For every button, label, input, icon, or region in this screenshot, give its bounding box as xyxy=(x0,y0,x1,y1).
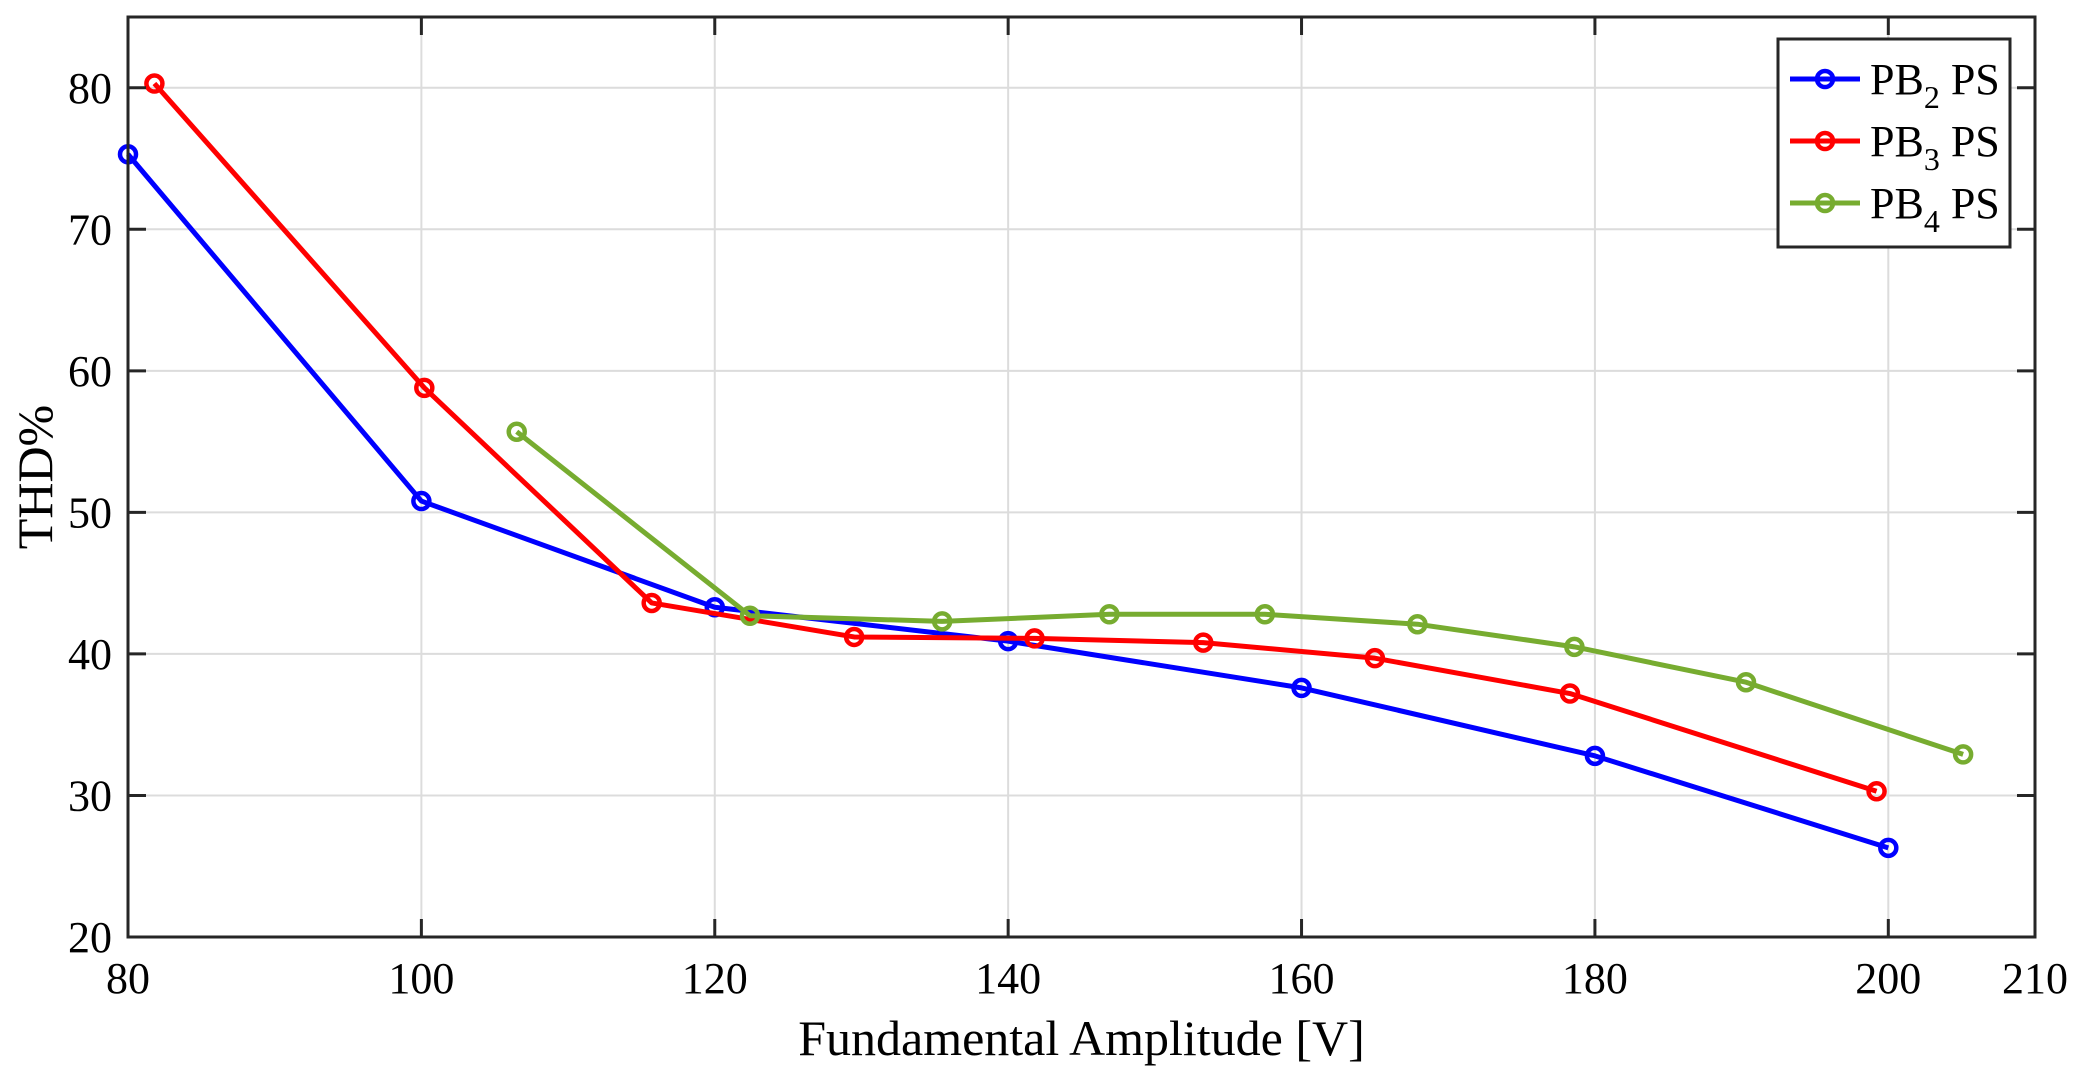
y-tick-label: 60 xyxy=(68,347,112,396)
data-point xyxy=(1099,604,1120,625)
data-point xyxy=(1291,677,1312,699)
series-line xyxy=(515,429,1964,757)
axis-ticks xyxy=(126,17,2037,939)
legend-entry: PB4 PS xyxy=(1790,179,2000,239)
y-tick-label: 40 xyxy=(68,630,112,679)
y-axis-label: THD% xyxy=(7,405,63,549)
data-point xyxy=(1584,745,1606,767)
data-point xyxy=(739,605,761,626)
legend-label: PB3 PS xyxy=(1870,117,2000,177)
legend-label: PB4 PS xyxy=(1870,179,2000,239)
data-point xyxy=(1254,604,1276,625)
data-point xyxy=(1559,683,1581,704)
legend-marker xyxy=(1814,130,1836,152)
data-point xyxy=(931,611,953,632)
x-tick-label: 120 xyxy=(682,954,748,1003)
series-3 xyxy=(506,421,1974,765)
x-tick-label: 160 xyxy=(1269,954,1335,1003)
plot-frame xyxy=(126,15,2037,939)
x-tick-label: 140 xyxy=(975,954,1041,1003)
data-point xyxy=(144,73,165,94)
tick-labels: 80 100 120 140 160 180 200 210 20 30 40 50 60 70 80 xyxy=(68,64,2068,1003)
x-tick-label: 200 xyxy=(1855,954,1921,1003)
y-tick-label: 80 xyxy=(68,64,112,113)
data-point xyxy=(506,421,527,442)
y-tick-label: 70 xyxy=(68,205,112,254)
series-layer xyxy=(117,73,1974,859)
legend-marker xyxy=(1814,68,1836,90)
x-axis-label: Fundamental Amplitude [V] xyxy=(798,1010,1365,1066)
data-point xyxy=(1866,780,1887,802)
data-point xyxy=(411,490,432,512)
legend-label: PB2 PS xyxy=(1870,55,2000,115)
legend-marker xyxy=(1814,192,1836,214)
y-tick-label: 50 xyxy=(68,488,112,537)
data-point xyxy=(1735,671,1757,693)
data-point xyxy=(641,592,662,614)
data-point xyxy=(1193,632,1214,653)
series-line xyxy=(152,81,1878,794)
data-point xyxy=(1878,837,1899,859)
data-point xyxy=(1564,636,1585,658)
x-tick-label: 100 xyxy=(388,954,454,1003)
data-point xyxy=(1364,647,1386,669)
data-point xyxy=(1024,628,1045,649)
legend-entry: PB2 PS xyxy=(1790,55,2000,115)
data-point xyxy=(1407,613,1428,635)
series-2 xyxy=(144,73,1887,802)
y-tick-label: 20 xyxy=(68,913,112,962)
data-point xyxy=(1952,744,1974,765)
data-point xyxy=(414,377,435,399)
y-tick-label: 30 xyxy=(68,771,112,820)
legend-entry: PB3 PS xyxy=(1790,117,2000,177)
data-point xyxy=(997,630,1019,652)
x-tick-label: 180 xyxy=(1562,954,1628,1003)
series-line xyxy=(126,152,1890,851)
x-tick-label: 80 xyxy=(106,954,150,1003)
data-point xyxy=(843,626,865,648)
x-tick-label: 210 xyxy=(2002,954,2068,1003)
